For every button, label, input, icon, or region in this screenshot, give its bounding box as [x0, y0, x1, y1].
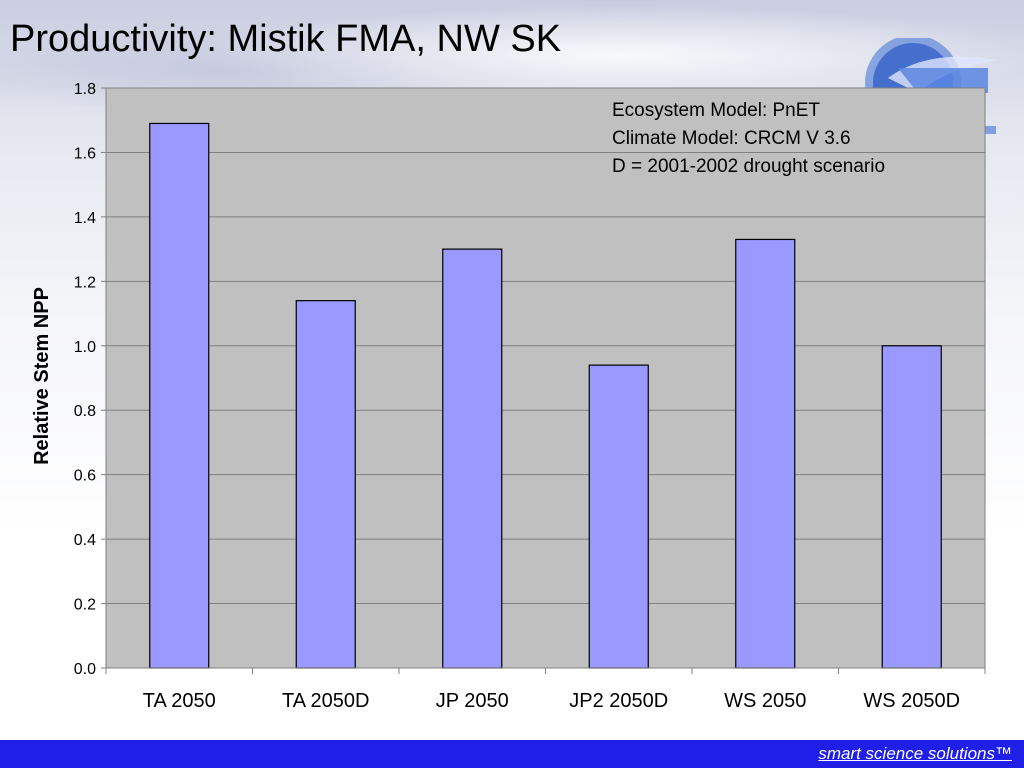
- y-tick-label: 1.2: [74, 274, 96, 291]
- y-tick-label: 0.2: [74, 597, 96, 614]
- annotation-line: D = 2001-2002 drought scenario: [612, 156, 885, 177]
- y-tick-label: 1.0: [74, 339, 96, 356]
- x-tick-label: JP 2050: [436, 690, 509, 712]
- bar: [149, 122, 210, 669]
- x-tick-label: JP2 2050D: [569, 690, 668, 712]
- bar: [735, 238, 796, 669]
- x-tick-label: WS 2050D: [863, 690, 960, 712]
- footer-bar: smart science solutions™: [0, 740, 1024, 768]
- bar: [295, 300, 356, 669]
- x-tick-label: WS 2050: [724, 690, 806, 712]
- slide-title: Productivity: Mistik FMA, NW SK: [10, 18, 562, 60]
- annotation-line: Ecosystem Model: PnET: [612, 100, 820, 121]
- y-tick-label: 1.4: [74, 210, 96, 227]
- annotation-line: Climate Model: CRCM V 3.6: [612, 128, 851, 149]
- y-tick-label: 0.6: [74, 468, 96, 485]
- y-tick-label: 0.4: [74, 532, 96, 549]
- gridlines: [106, 87, 985, 605]
- bar-chart: 0.00.20.40.60.81.01.21.41.61.8 TA 2050 TA…: [31, 81, 986, 712]
- y-tick-label: 1.8: [74, 81, 96, 98]
- y-tick-label: 0.8: [74, 403, 96, 420]
- bar: [442, 248, 503, 669]
- y-tick-label: 1.6: [74, 145, 96, 162]
- x-tick-label: TA 2050D: [282, 690, 369, 712]
- annotation-box: Ecosystem Model: PnET Climate Model: CRCM…: [612, 100, 885, 177]
- x-tick-label: TA 2050: [143, 690, 216, 712]
- bars: [149, 122, 942, 669]
- bar: [881, 345, 942, 669]
- bar: [588, 364, 649, 669]
- y-axis: 0.0 0.2 0.4 0.6 0.8 1.0 1.2 1.4 1.6 1.8: [74, 81, 107, 678]
- footer-tagline[interactable]: smart science solutions™: [818, 744, 1012, 763]
- plot-area: [105, 87, 986, 669]
- y-axis-label: Relative Stem NPP: [31, 287, 53, 465]
- x-axis: TA 2050 TA 2050D JP 2050 JP2 2050D WS 2050 WS…: [105, 667, 986, 712]
- y-tick-label: 0.0: [74, 661, 96, 678]
